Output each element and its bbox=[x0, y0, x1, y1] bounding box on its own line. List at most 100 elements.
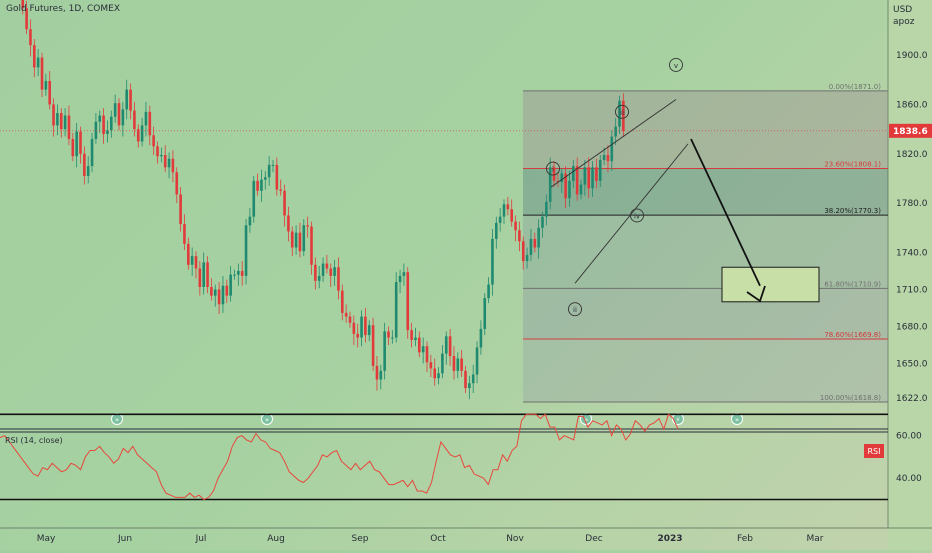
fib-zone bbox=[523, 288, 888, 340]
candle-body bbox=[329, 268, 333, 276]
candle-body bbox=[21, 0, 25, 9]
candle-body bbox=[510, 209, 513, 222]
candle bbox=[106, 120, 109, 143]
dividend-arrow-icon[interactable]: » bbox=[731, 413, 743, 425]
candle bbox=[514, 215, 517, 242]
candle bbox=[456, 352, 460, 379]
time-tick-label: Feb bbox=[737, 534, 753, 544]
dividend-arrow-icon-glyph[interactable]: » bbox=[115, 416, 119, 424]
dividend-arrow-icon[interactable]: » bbox=[261, 413, 273, 425]
time-tick-label: Nov bbox=[506, 534, 524, 544]
candle-body bbox=[545, 201, 548, 217]
wave-channel-upper bbox=[550, 99, 677, 188]
candle-body bbox=[452, 356, 456, 371]
candle-body bbox=[591, 167, 594, 189]
candle-body bbox=[152, 135, 155, 147]
dividend-arrow-icon-glyph[interactable]: » bbox=[735, 416, 739, 424]
candle bbox=[321, 257, 325, 283]
target-zone-box bbox=[721, 266, 820, 303]
candle-body bbox=[587, 167, 590, 189]
time-tick-label: May bbox=[37, 534, 56, 544]
candle bbox=[556, 172, 560, 188]
chart-title: Gold Futures, 1D, COMEX bbox=[6, 4, 120, 14]
candle bbox=[444, 331, 448, 365]
candle-body bbox=[410, 330, 413, 341]
dividend-arrow-icon[interactable]: » bbox=[111, 413, 123, 425]
candle-body bbox=[317, 275, 321, 281]
candle-body bbox=[252, 180, 256, 217]
candle bbox=[410, 322, 413, 348]
candle bbox=[356, 323, 359, 348]
lightning-icon-glyph[interactable]: ⚡ bbox=[676, 416, 681, 424]
candle bbox=[56, 104, 59, 136]
candle bbox=[310, 221, 313, 275]
dividend-arrow-icon-glyph[interactable]: » bbox=[584, 416, 588, 424]
candle bbox=[464, 365, 467, 394]
candle bbox=[167, 152, 171, 179]
candle bbox=[40, 52, 44, 98]
candle-body bbox=[90, 138, 94, 167]
candle bbox=[329, 263, 333, 287]
candle bbox=[491, 229, 494, 296]
wave-label-text: iii bbox=[619, 109, 625, 117]
time-tick-label: 2023 bbox=[657, 534, 682, 544]
candle bbox=[510, 199, 513, 227]
dividend-arrow-icon-glyph[interactable]: » bbox=[265, 416, 269, 424]
candle bbox=[487, 277, 490, 304]
candle-body bbox=[175, 172, 179, 195]
candle bbox=[187, 237, 190, 270]
candle-body bbox=[160, 155, 163, 157]
candle-body bbox=[471, 374, 475, 384]
candle-body bbox=[348, 316, 352, 323]
candle-body bbox=[444, 336, 448, 354]
candle-body bbox=[321, 263, 325, 276]
candle bbox=[290, 226, 294, 257]
candle bbox=[352, 315, 356, 345]
candle-body bbox=[525, 254, 529, 262]
candle-body bbox=[418, 337, 421, 353]
candle bbox=[221, 275, 225, 313]
price-tick-label: 1860.0 bbox=[896, 100, 928, 110]
candle bbox=[314, 257, 317, 290]
candle bbox=[306, 216, 309, 238]
time-tick-label: Dec bbox=[585, 534, 602, 544]
candle bbox=[548, 157, 552, 210]
rsi-tick-label: 40.00 bbox=[896, 474, 922, 484]
candle bbox=[479, 320, 483, 355]
lightning-icon[interactable]: ⚡ bbox=[672, 413, 684, 425]
candle bbox=[213, 284, 217, 307]
wave-label: iv bbox=[630, 208, 644, 223]
price-tick-label: 1710.0 bbox=[896, 285, 928, 295]
candle-body bbox=[248, 216, 252, 226]
candle-body bbox=[541, 216, 544, 228]
currency-unit: apoz bbox=[893, 17, 915, 27]
candle-body bbox=[48, 80, 51, 105]
wave-label-circle bbox=[546, 161, 560, 176]
candle-body bbox=[260, 179, 263, 191]
wave-label-circle bbox=[615, 104, 629, 119]
candle-body bbox=[52, 104, 55, 126]
candle bbox=[521, 236, 525, 270]
candle-body bbox=[256, 180, 259, 191]
candle-body bbox=[479, 328, 483, 348]
candle bbox=[256, 173, 259, 196]
candle-body bbox=[360, 316, 363, 338]
candle-body bbox=[337, 267, 340, 291]
candle-body bbox=[302, 225, 306, 252]
candle bbox=[468, 375, 471, 400]
candle-body bbox=[441, 353, 444, 374]
candle bbox=[133, 101, 136, 137]
candle bbox=[125, 79, 128, 120]
candle-body bbox=[163, 155, 167, 168]
candle-body bbox=[229, 274, 232, 296]
candle-body bbox=[167, 158, 171, 168]
candle bbox=[425, 341, 429, 373]
projection-arrowhead bbox=[746, 285, 766, 303]
candle-body bbox=[344, 312, 348, 317]
candle-body bbox=[429, 362, 433, 369]
candle bbox=[471, 364, 475, 394]
candle bbox=[179, 187, 182, 232]
candle-body bbox=[144, 111, 148, 126]
candle bbox=[541, 211, 544, 238]
